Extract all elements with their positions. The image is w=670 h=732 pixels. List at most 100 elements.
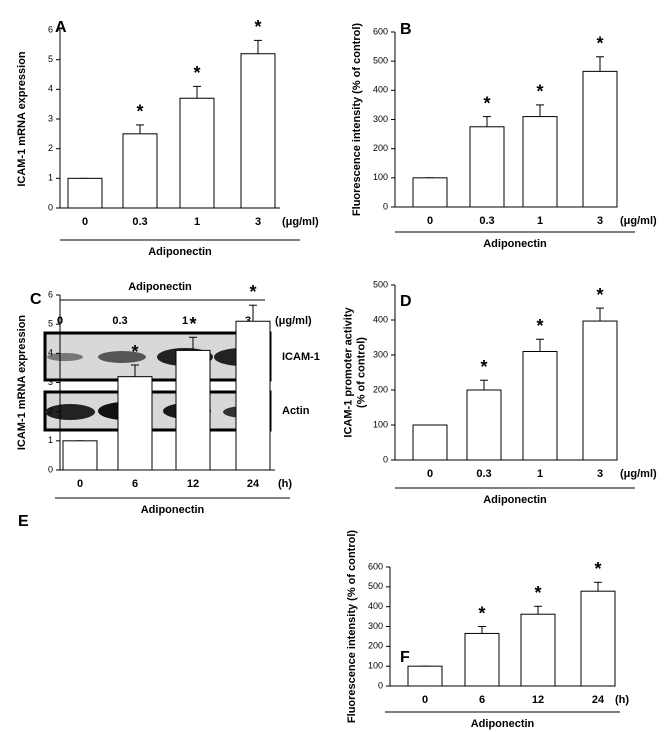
x-tick-label: 0 <box>77 478 83 490</box>
bar <box>522 351 558 461</box>
bar <box>582 70 618 208</box>
bar <box>117 376 153 471</box>
x-tick-label: 24 <box>592 694 605 706</box>
x-tick-label: 12 <box>187 478 199 490</box>
x-tick-label: 6 <box>132 478 138 490</box>
bar <box>522 116 558 208</box>
y-tick-label: 0 <box>48 202 53 212</box>
bar <box>240 53 276 209</box>
bar <box>407 665 443 687</box>
y-tick-label: 200 <box>368 641 383 651</box>
bar <box>520 613 556 687</box>
bar <box>466 389 502 461</box>
y-tick-label: 0 <box>378 680 383 690</box>
y-tick-label: 500 <box>373 56 388 66</box>
x-axis-label: Adiponectin <box>471 718 535 730</box>
y-axis-label: ICAM-1 mRNA expression <box>16 315 28 451</box>
y-tick-label: 1 <box>48 173 53 183</box>
y-axis-label: Fluorescence intensity (% of control) <box>346 530 358 723</box>
x-tick-label: 0.3 <box>132 216 147 228</box>
bar <box>582 320 618 461</box>
x-tick-label: 0 <box>427 468 433 480</box>
y-tick-label: 100 <box>373 419 388 429</box>
y-tick-label: 3 <box>48 377 53 387</box>
panel-label: B <box>400 21 412 38</box>
y-tick-label: 200 <box>373 384 388 394</box>
significance-star: * <box>536 82 543 102</box>
significance-star: * <box>596 34 603 54</box>
x-tick-label: 1 <box>537 468 543 480</box>
x-tick-label: 12 <box>532 694 544 706</box>
significance-star: * <box>193 63 200 83</box>
row-label: ICAM-1 <box>282 351 320 363</box>
y-tick-label: 2 <box>48 143 53 153</box>
panel-label: F <box>400 649 410 666</box>
significance-star: * <box>594 559 601 579</box>
bar <box>412 424 448 461</box>
y-tick-label: 4 <box>48 84 53 94</box>
y-tick-label: 100 <box>368 661 383 671</box>
y-tick-label: 300 <box>373 349 388 359</box>
x-tick-label: 24 <box>247 478 260 490</box>
x-tick-label: 6 <box>479 694 485 706</box>
unit-label: (μg/ml) <box>282 216 319 228</box>
x-tick-label: 1 <box>194 216 200 228</box>
y-tick-label: 6 <box>48 24 53 34</box>
y-axis-label: ICAM-1 mRNA expression <box>16 51 28 187</box>
y-tick-label: 5 <box>48 319 53 329</box>
panel-label: A <box>55 19 67 36</box>
panel-label: E <box>18 513 29 530</box>
y-tick-label: 400 <box>373 314 388 324</box>
bar <box>412 177 448 208</box>
x-axis-label: Adiponectin <box>483 238 547 250</box>
y-tick-label: 0 <box>383 454 388 464</box>
unit-label: (μg/ml) <box>620 468 657 480</box>
y-tick-label: 0 <box>383 201 388 211</box>
y-tick-label: 500 <box>368 581 383 591</box>
significance-star: * <box>136 102 143 122</box>
significance-star: * <box>483 93 490 113</box>
bar <box>179 97 215 209</box>
bar <box>67 177 103 209</box>
lane-label: 0.3 <box>112 315 127 327</box>
x-tick-label: 0.3 <box>476 468 491 480</box>
band <box>98 351 146 363</box>
y-axis-label: (% of control) <box>355 337 367 408</box>
significance-star: * <box>478 603 485 623</box>
x-tick-label: 3 <box>597 215 603 227</box>
y-tick-label: 3 <box>48 113 53 123</box>
significance-star: * <box>131 342 138 362</box>
bar <box>62 440 98 471</box>
y-tick-label: 100 <box>373 172 388 182</box>
unit-label: (μg/ml) <box>620 215 657 227</box>
y-tick-label: 600 <box>368 561 383 571</box>
y-tick-label: 4 <box>48 348 53 358</box>
lane-label: 1 <box>182 315 188 327</box>
band <box>45 404 95 420</box>
band <box>47 353 83 361</box>
x-tick-label: 0 <box>82 216 88 228</box>
significance-star: * <box>534 583 541 603</box>
y-tick-label: 2 <box>48 406 53 416</box>
x-tick-label: 0.3 <box>479 215 494 227</box>
y-tick-label: 0 <box>48 464 53 474</box>
panel-label: D <box>400 293 412 310</box>
bar <box>175 349 211 471</box>
blot-title: Adiponectin <box>128 281 192 293</box>
bar <box>464 632 500 687</box>
x-axis-label: Adiponectin <box>141 504 205 516</box>
significance-star: * <box>189 314 196 334</box>
unit-label: (h) <box>278 478 292 490</box>
y-tick-label: 1 <box>48 435 53 445</box>
x-axis-label: Adiponectin <box>148 246 212 258</box>
y-axis-label: ICAM-1 promoter activity <box>342 307 354 438</box>
western-blot: C Adiponectin 0 0.3 1 3 (μg/ml) ICAM-1 A… <box>30 281 320 432</box>
y-tick-label: 400 <box>373 85 388 95</box>
y-tick-label: 300 <box>373 114 388 124</box>
significance-star: * <box>596 285 603 305</box>
bar <box>235 320 271 471</box>
significance-star: * <box>536 316 543 336</box>
y-tick-label: 200 <box>373 143 388 153</box>
x-tick-label: 1 <box>537 215 543 227</box>
